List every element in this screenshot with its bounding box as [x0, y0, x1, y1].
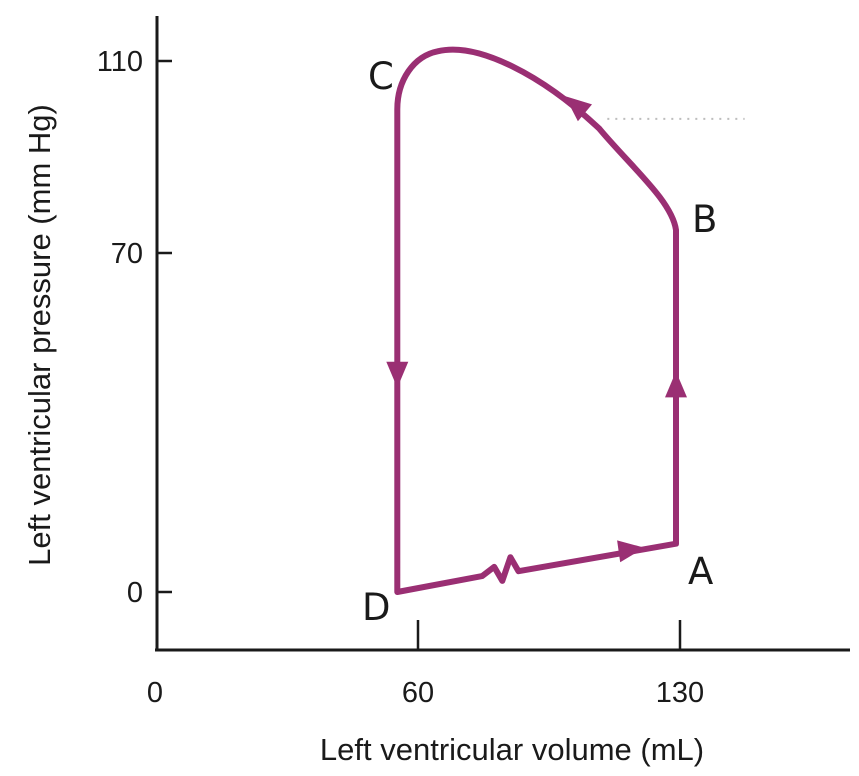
arrow-c-to-d: [386, 361, 409, 388]
point-label-b: B: [692, 198, 717, 241]
point-label-c: C: [368, 55, 394, 98]
x-tick-label-0: 0: [147, 677, 163, 709]
arrow-d-to-a: [617, 540, 645, 563]
arrow-a-to-b: [665, 371, 687, 398]
y-tick-label-110: 110: [97, 46, 143, 78]
pressure-volume-loop: [394, 46, 679, 595]
point-label-d: D: [362, 586, 391, 629]
x-tick-label-60: 60: [402, 677, 434, 709]
x-axis-title: Left ventricular volume (mL): [320, 732, 704, 767]
point-label-a: A: [688, 550, 713, 593]
arrow-b-to-c: [565, 96, 592, 122]
y-tick-label-0: 0: [127, 577, 143, 609]
x-tick-label-130: 130: [656, 677, 704, 709]
y-tick-label-70: 70: [111, 238, 143, 270]
y-axis-title: Left ventricular pressure (mm Hg): [22, 104, 57, 566]
